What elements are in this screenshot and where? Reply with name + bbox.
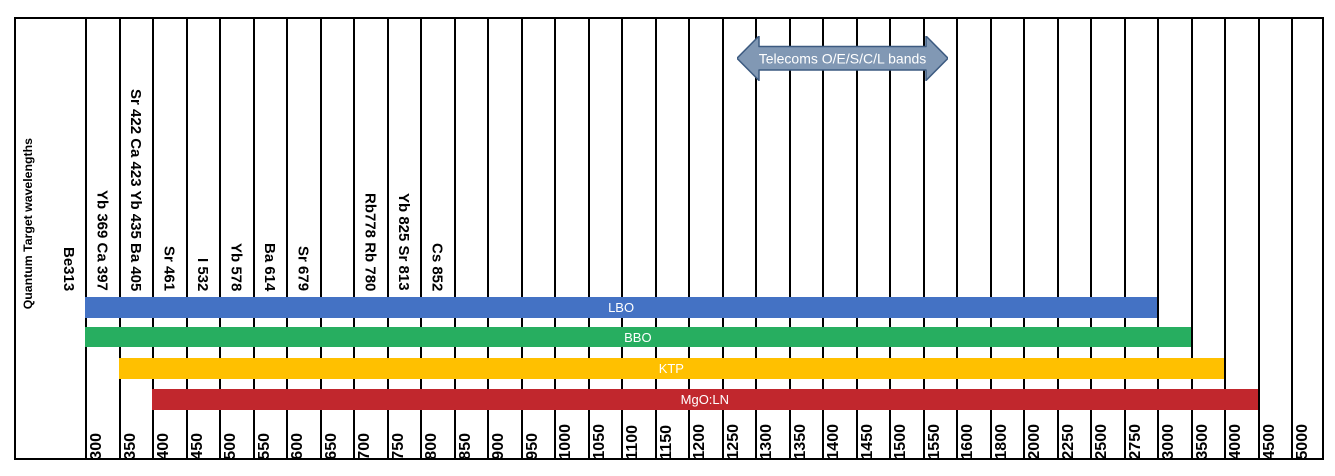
svg-text:Telecoms O/E/S/C/L bands: Telecoms O/E/S/C/L bands	[759, 50, 927, 66]
